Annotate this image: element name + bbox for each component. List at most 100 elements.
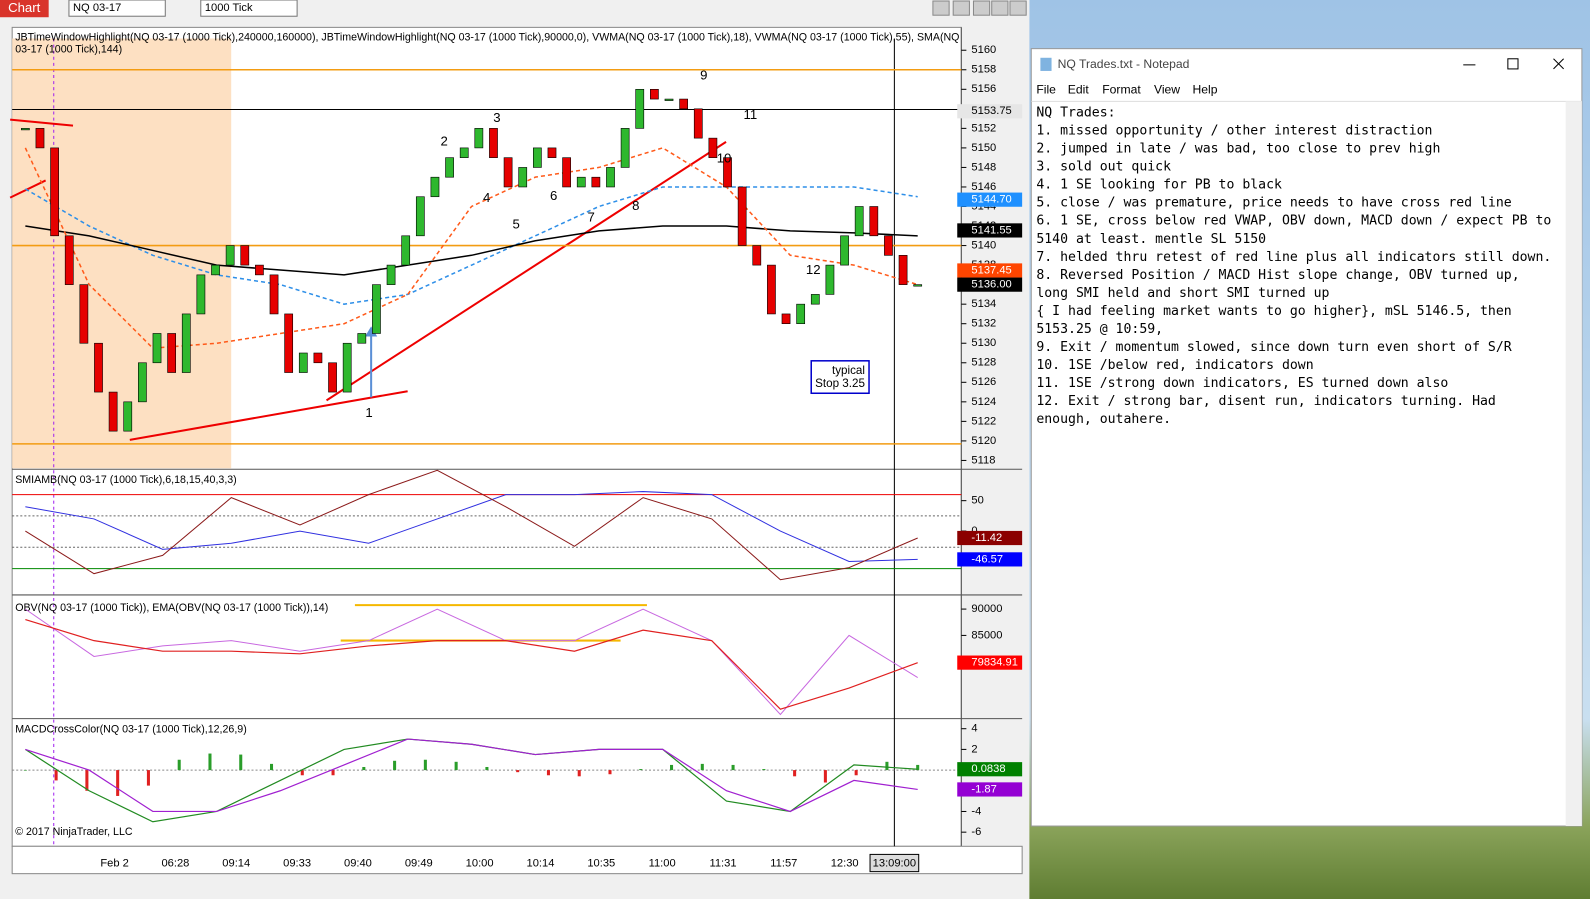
candle — [196, 274, 206, 315]
candle — [606, 167, 615, 188]
y-tick-label: -4 — [971, 805, 981, 817]
trade-label: 12 — [806, 262, 821, 277]
y-tick-label: -6 — [971, 826, 981, 838]
histogram-bar — [393, 760, 397, 771]
histogram-bar — [423, 759, 427, 771]
text-line: 5153.25 @ 10:59, — [1036, 322, 1163, 337]
histogram-bar — [177, 759, 181, 771]
candle — [415, 196, 425, 237]
interval-dropdown[interactable] — [200, 0, 298, 17]
candle — [532, 147, 542, 168]
window-button[interactable] — [972, 0, 991, 16]
x-tick-label: 11:00 — [649, 857, 676, 869]
window-button[interactable] — [952, 0, 970, 16]
maximize-button[interactable] — [1507, 58, 1519, 70]
indicator-line — [25, 618, 918, 710]
interval-label[interactable]: 1000 Tick — [205, 2, 253, 14]
notepad-icon — [1040, 57, 1052, 71]
window-button[interactable] — [1009, 0, 1027, 16]
price-tag-label: 5137.45 — [971, 264, 1011, 276]
histogram-bar — [362, 766, 366, 771]
y-tick-label: 5134 — [971, 298, 996, 310]
price-tag — [957, 263, 1023, 278]
indicator-line — [25, 738, 918, 813]
menu-item[interactable]: File — [1036, 82, 1056, 96]
indicator-line — [25, 225, 918, 276]
trade-label: 2 — [440, 133, 447, 148]
price-tag — [957, 223, 1023, 238]
trade-label: 1 — [365, 405, 372, 420]
histogram-bar — [300, 770, 304, 776]
indicator-line — [25, 469, 918, 581]
menu-item[interactable]: Edit — [1068, 82, 1090, 96]
histogram-bar — [116, 770, 120, 796]
candle — [620, 128, 630, 168]
trade-label: 8 — [632, 198, 639, 213]
candle — [796, 303, 806, 325]
y-tick-label: 50 — [971, 495, 983, 507]
candle — [284, 313, 294, 373]
indicator-line — [24, 147, 918, 349]
x-tick-label: 06:28 — [161, 857, 189, 869]
histogram-bar — [823, 770, 827, 783]
histogram-bar — [454, 761, 458, 771]
trend-line — [325, 141, 727, 402]
trade-label: 11 — [744, 107, 758, 122]
chart-tab[interactable] — [0, 0, 49, 18]
text-line: 12. Exit / strong bar, disent run, indic… — [1036, 394, 1496, 409]
close-button[interactable] — [1553, 58, 1564, 70]
candle — [401, 235, 411, 266]
chart-tab-label[interactable]: Chart — [8, 0, 41, 15]
y-tick-label: 5152 — [971, 122, 996, 134]
instrument-dropdown[interactable] — [68, 0, 166, 17]
y-tick-label: 5140 — [971, 240, 996, 252]
histogram-bar — [854, 770, 858, 776]
window-button[interactable] — [991, 0, 1009, 16]
histogram-bar — [239, 754, 243, 771]
menu-item[interactable]: Help — [1192, 82, 1217, 96]
text-line: 9. Exit / momentum slowed, since down tu… — [1036, 340, 1511, 355]
candle — [386, 264, 396, 285]
y-tick-label: 5130 — [971, 337, 996, 349]
menu-item[interactable]: View — [1154, 82, 1180, 96]
price-tag — [957, 104, 1023, 119]
trend-line — [9, 179, 47, 199]
x-tick-label: Feb 2 — [100, 857, 129, 869]
scrollbar[interactable] — [1565, 101, 1582, 827]
cursor-tag — [869, 853, 920, 873]
candle — [357, 333, 367, 344]
histogram-bar — [485, 766, 489, 771]
menu-item[interactable]: Format — [1102, 82, 1141, 96]
histogram-bar — [269, 763, 274, 771]
price-tag — [957, 762, 1023, 777]
window-button[interactable] — [932, 0, 950, 16]
price-tag-label: 5144.70 — [971, 194, 1011, 206]
arrow-head — [365, 326, 378, 337]
candle — [708, 137, 718, 158]
indicator-line — [25, 608, 918, 716]
candle — [167, 333, 176, 373]
candle — [840, 235, 849, 266]
x-tick-label: 09:49 — [405, 857, 433, 869]
copyright: © 2017 NinjaTrader, LLC — [15, 826, 133, 838]
instrument-label[interactable]: NQ 03-17 — [73, 2, 121, 14]
candle — [562, 157, 571, 188]
y-tick-label: 5146 — [971, 181, 996, 193]
histogram-bar — [608, 770, 612, 775]
x-tick-label: 09:33 — [283, 857, 311, 869]
x-tick-label: 10:35 — [587, 857, 615, 869]
candle — [342, 342, 352, 393]
candle — [547, 147, 557, 158]
trade-label: 9 — [700, 68, 707, 83]
candle — [255, 264, 264, 276]
text-line: 8. Reversed Position / MACD Hist slope c… — [1036, 268, 1519, 283]
y-tick-label: 5124 — [971, 396, 996, 408]
text-line: 3. sold out quick — [1036, 160, 1171, 175]
candle — [869, 206, 879, 237]
text-line: 7. helded thru retest of red line plus a… — [1036, 250, 1551, 265]
time-axis — [11, 845, 1023, 875]
histogram-bar — [54, 770, 58, 781]
text-line: 2. jumped in late / was bad, too close t… — [1036, 142, 1440, 157]
content: JBTimeWindowHighlight(NQ 03-17 (1000 Tic… — [12, 31, 1551, 873]
